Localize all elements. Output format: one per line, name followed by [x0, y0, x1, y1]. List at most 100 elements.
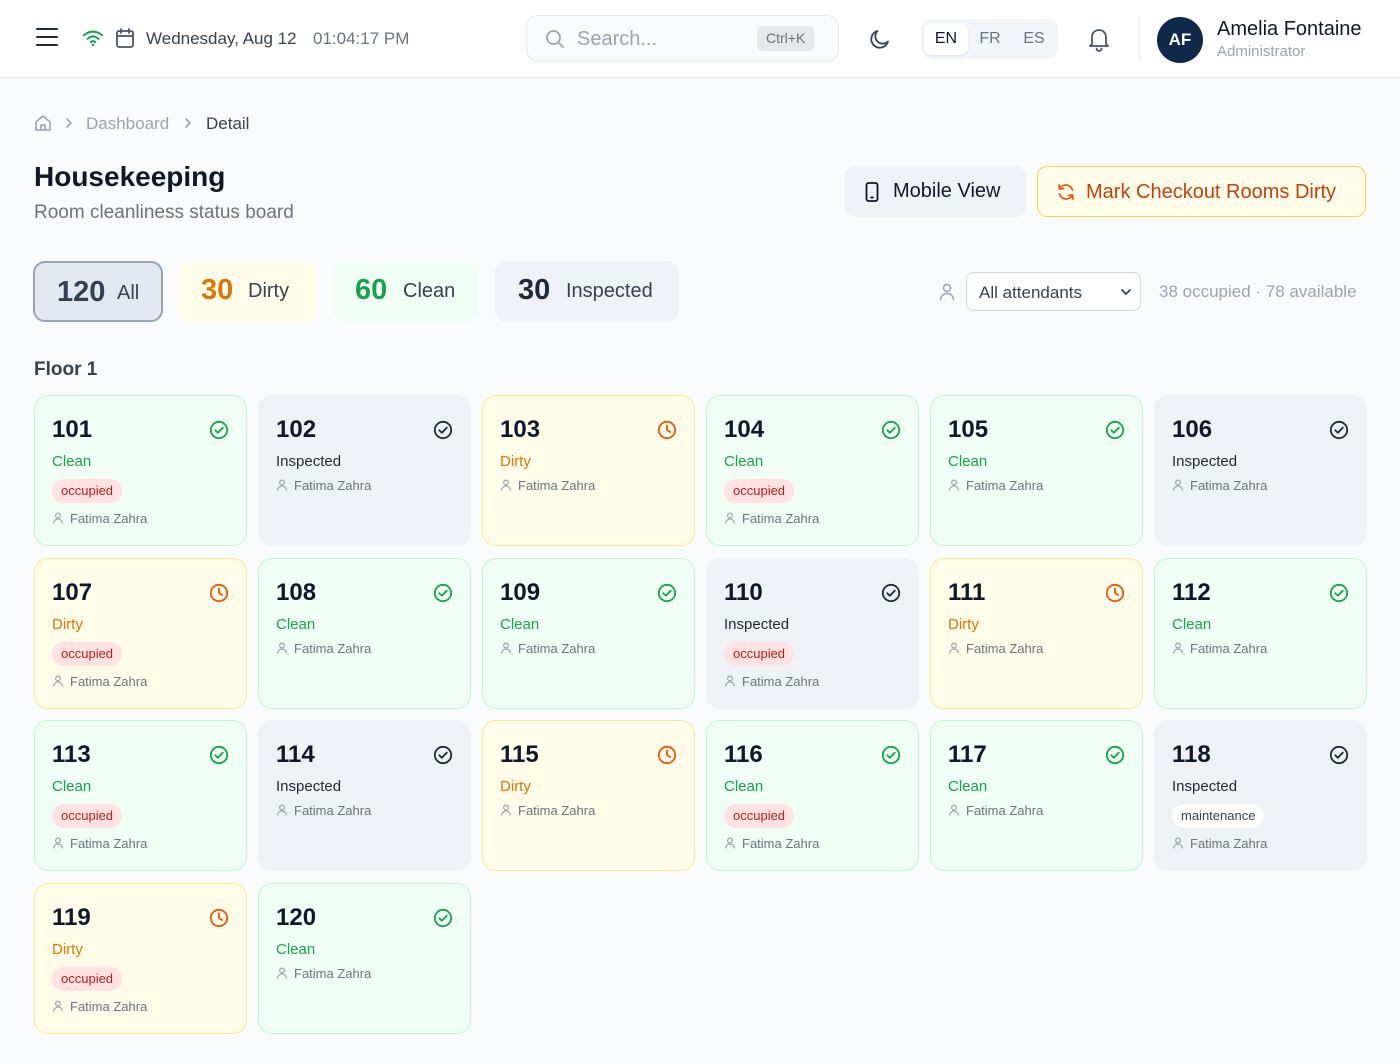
- filter-dirty[interactable]: 30 Dirty: [179, 261, 316, 322]
- wifi-icon: [82, 30, 104, 47]
- filter-all-count: 120: [57, 276, 106, 308]
- bell-icon[interactable]: [1087, 26, 1111, 52]
- room-attendant: Fatima Zahra: [52, 511, 147, 526]
- language-option-es[interactable]: ES: [1023, 30, 1045, 47]
- room-status: Clean: [276, 616, 316, 633]
- room-status: Clean: [724, 778, 764, 795]
- clock-icon: [209, 908, 229, 928]
- room-card[interactable]: 119 Dirty occupied Fatima Zahra: [34, 883, 247, 1034]
- attendant-select[interactable]: All attendants: [966, 272, 1141, 311]
- language-switcher: EN FR ES: [921, 19, 1058, 59]
- room-card[interactable]: 105 Clean Fatima Zahra: [930, 395, 1143, 546]
- user-icon: [500, 479, 512, 491]
- room-attendant: Fatima Zahra: [276, 478, 371, 493]
- mark-checkout-rooms-dirty-button[interactable]: Mark Checkout Rooms Dirty: [1037, 166, 1366, 217]
- refresh-icon: [1058, 184, 1074, 200]
- filter-clean-count: 60: [355, 274, 388, 306]
- room-badge: occupied: [724, 642, 795, 666]
- room-card[interactable]: 101 Clean occupied Fatima Zahra: [34, 395, 247, 546]
- room-card[interactable]: 114 Inspected Fatima Zahra: [258, 720, 471, 871]
- check-circle-icon: [433, 420, 453, 440]
- filter-clean-label: Clean: [403, 280, 456, 302]
- room-card[interactable]: 115 Dirty Fatima Zahra: [482, 720, 695, 871]
- mark-checkout-rooms-dirty-label: Mark Checkout Rooms Dirty: [1086, 181, 1337, 203]
- chevron-down-icon: [1121, 289, 1131, 296]
- room-status: Inspected: [276, 778, 342, 795]
- user-icon: [276, 967, 288, 979]
- room-card[interactable]: 116 Clean occupied Fatima Zahra: [706, 720, 919, 871]
- room-number: 104: [724, 416, 765, 443]
- room-card[interactable]: 120 Clean Fatima Zahra: [258, 883, 471, 1034]
- search-box[interactable]: Ctrl+K: [526, 15, 839, 62]
- language-option-fr[interactable]: FR: [979, 30, 1001, 47]
- user-role: Administrator: [1217, 43, 1306, 60]
- room-badge: occupied: [52, 642, 123, 666]
- room-attendant: Fatima Zahra: [500, 478, 595, 493]
- filter-clean[interactable]: 60 Clean: [333, 261, 478, 322]
- mobile-view-button[interactable]: Mobile View: [845, 166, 1026, 217]
- room-status: Clean: [724, 453, 764, 470]
- check-circle-icon: [1329, 420, 1349, 440]
- room-status: Clean: [948, 778, 988, 795]
- room-attendant: Fatima Zahra: [724, 674, 819, 689]
- language-option-en[interactable]: EN: [924, 23, 968, 55]
- room-attendant-name: Fatima Zahra: [966, 478, 1044, 493]
- room-card[interactable]: 102 Inspected Fatima Zahra: [258, 395, 471, 546]
- user-icon: [1172, 479, 1184, 491]
- room-card[interactable]: 108 Clean Fatima Zahra: [258, 558, 471, 709]
- chevron-right-icon: [185, 118, 192, 128]
- room-attendant: Fatima Zahra: [276, 803, 371, 818]
- user-icon: [948, 479, 960, 491]
- room-attendant: Fatima Zahra: [52, 999, 147, 1014]
- home-icon[interactable]: [34, 114, 52, 132]
- occupancy-summary: 38 occupied · 78 available: [1159, 282, 1357, 301]
- room-number: 113: [52, 741, 91, 768]
- room-card[interactable]: 103 Dirty Fatima Zahra: [482, 395, 695, 546]
- room-attendant-name: Fatima Zahra: [1190, 478, 1268, 493]
- room-attendant: Fatima Zahra: [52, 836, 147, 851]
- room-attendant: Fatima Zahra: [724, 511, 819, 526]
- room-attendant: Fatima Zahra: [52, 674, 147, 689]
- filter-inspected[interactable]: 30 Inspected: [495, 261, 679, 322]
- room-badge: occupied: [724, 479, 795, 503]
- room-badge: occupied: [52, 479, 123, 503]
- room-attendant: Fatima Zahra: [1172, 641, 1267, 656]
- calendar-icon: [116, 28, 134, 48]
- room-number: 115: [500, 741, 539, 768]
- room-card[interactable]: 104 Clean occupied Fatima Zahra: [706, 395, 919, 546]
- room-status: Dirty: [52, 941, 83, 958]
- check-circle-icon: [881, 745, 901, 765]
- check-circle-icon: [881, 583, 901, 603]
- avatar[interactable]: AF: [1157, 17, 1203, 63]
- room-number: 116: [724, 741, 763, 768]
- user-icon: [1172, 642, 1184, 654]
- room-card[interactable]: 117 Clean Fatima Zahra: [930, 720, 1143, 871]
- phone-icon: [865, 182, 879, 202]
- filter-inspected-count: 30: [518, 274, 551, 306]
- room-card[interactable]: 111 Dirty Fatima Zahra: [930, 558, 1143, 709]
- room-card[interactable]: 110 Inspected occupied Fatima Zahra: [706, 558, 919, 709]
- room-card[interactable]: 118 Inspected maintenance Fatima Zahra: [1154, 720, 1367, 871]
- filter-all[interactable]: 120 All: [33, 261, 163, 322]
- dark-mode-toggle-icon[interactable]: [868, 27, 892, 51]
- room-card[interactable]: 107 Dirty occupied Fatima Zahra: [34, 558, 247, 709]
- user-name: Amelia Fontaine: [1217, 18, 1362, 40]
- room-attendant-name: Fatima Zahra: [518, 641, 596, 656]
- room-attendant: Fatima Zahra: [948, 641, 1043, 656]
- search-input[interactable]: [577, 26, 767, 52]
- floor-heading: Floor 1: [34, 359, 98, 380]
- room-card[interactable]: 106 Inspected Fatima Zahra: [1154, 395, 1367, 546]
- attendant-select-value: All attendants: [979, 283, 1083, 302]
- clock-icon: [657, 745, 677, 765]
- room-card[interactable]: 113 Clean occupied Fatima Zahra: [34, 720, 247, 871]
- room-card[interactable]: 112 Clean Fatima Zahra: [1154, 558, 1367, 709]
- filter-all-label: All: [117, 282, 140, 304]
- room-card[interactable]: 109 Clean Fatima Zahra: [482, 558, 695, 709]
- breadcrumb-dashboard[interactable]: Dashboard: [86, 114, 170, 133]
- room-number: 101: [52, 416, 93, 443]
- menu-icon[interactable]: [36, 28, 58, 48]
- room-attendant-name: Fatima Zahra: [1190, 641, 1268, 656]
- clock-icon: [657, 420, 677, 440]
- mobile-view-label: Mobile View: [893, 180, 1001, 202]
- room-attendant: Fatima Zahra: [500, 641, 595, 656]
